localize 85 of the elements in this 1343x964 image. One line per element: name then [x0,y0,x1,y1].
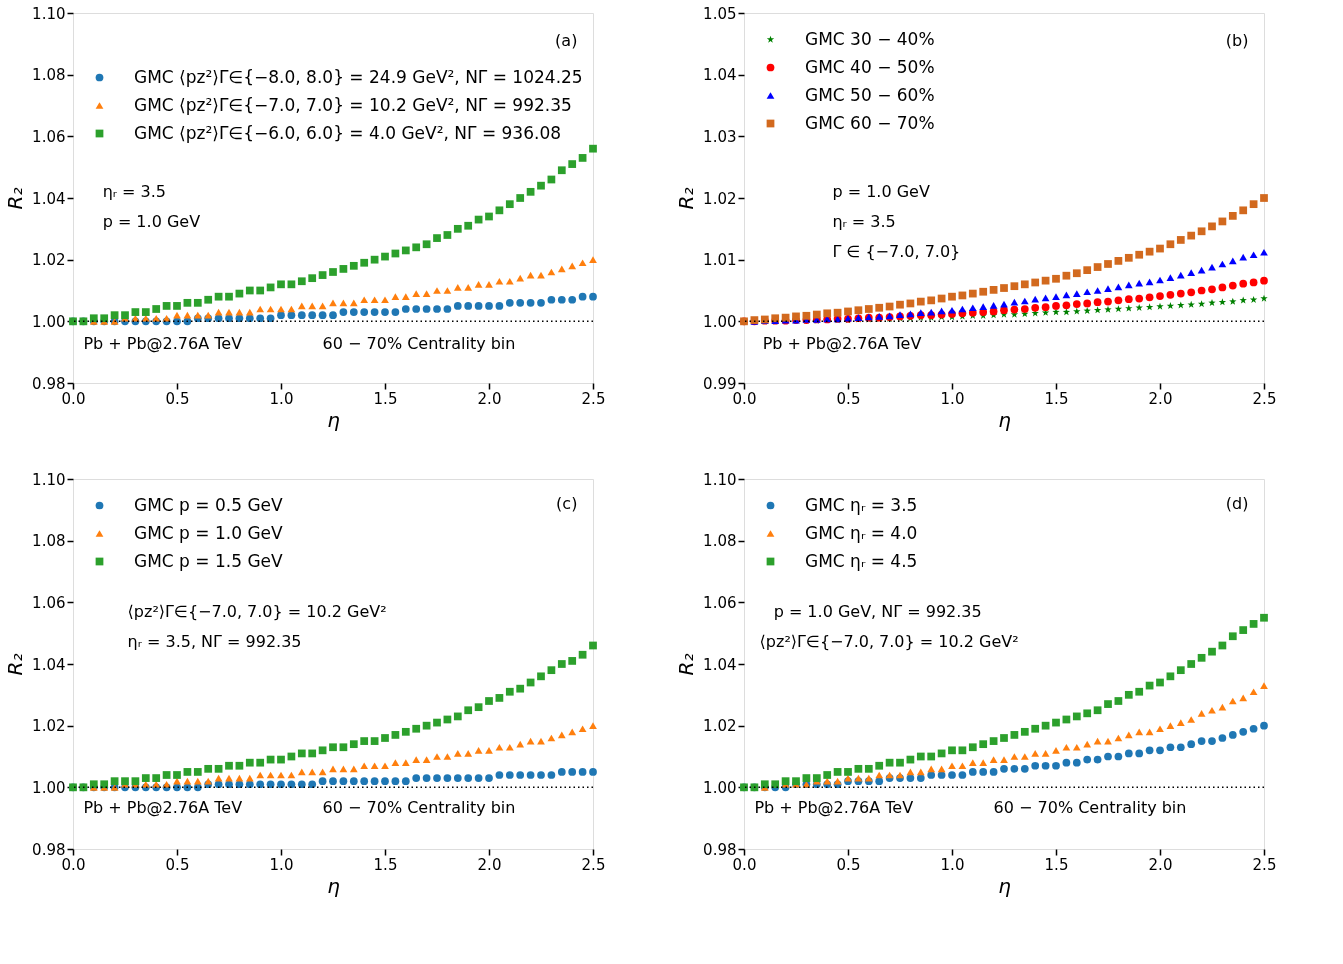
annotation: Pb + Pb@2.76A TeV [83,334,243,354]
y-tick-label: 1.02 [703,717,737,736]
annotation: Γ ∈ {−7.0, 7.0} [832,241,961,261]
annotation: (a) [555,30,578,50]
legend-label: GMC 50 − 60% [805,84,935,105]
x-tick-label: 2.5 [581,389,606,408]
annotation: Pb + Pb@2.76A TeV [762,334,922,354]
legend-label: GMC 40 − 50% [805,56,935,77]
y-tick-label: 1.10 [32,4,66,23]
annotation: p = 1.0 GeV [832,182,930,202]
y-axis-title: R₂ [3,187,28,210]
y-tick-label: 1.02 [32,251,66,270]
x-axis-title: η [998,407,1012,432]
y-tick-label: 1.00 [703,312,737,331]
legend-label: GMC ηᵣ = 4.5 [805,550,918,571]
x-tick-label: 2.0 [477,389,502,408]
legend-label: GMC ηᵣ = 4.0 [805,522,918,543]
annotation: Pb + Pb@2.76A TeV [83,798,243,818]
y-tick-label: 1.08 [703,532,737,551]
x-tick-label: 1.5 [373,855,398,874]
legend-label: GMC ⟨pz²⟩Γ∈{−7.0, 7.0} = 10.2 GeV², NΓ = 992.35 [134,94,572,115]
y-tick-label: 1.00 [32,312,66,331]
annotation: (c) [556,493,578,513]
x-tick-label: 1.0 [269,855,294,874]
annotation: Pb + Pb@2.76A TeV [754,798,914,818]
y-axis-title: R₂ [674,187,699,210]
x-tick-label: 2.5 [1252,389,1277,408]
annotation: p = 1.0 GeV, NΓ = 992.35 [773,602,982,622]
x-tick-label: 2.5 [581,855,606,874]
x-axis-title: η [998,873,1012,898]
x-tick-label: 2.0 [1148,389,1173,408]
y-tick-label: 1.01 [703,251,737,270]
annotation: p = 1.0 GeV [102,212,201,232]
annotation: ⟨pz²⟩Γ∈{−7.0, 7.0} = 10.2 GeV² [127,602,387,622]
y-tick-label: 1.04 [703,655,737,674]
x-tick-label: 0.5 [165,389,190,408]
legend-label: GMC ηᵣ = 3.5 [805,494,918,515]
annotation: 60 − 70% Centrality bin [322,334,516,354]
y-tick-label: 1.08 [32,532,66,551]
x-tick-label: 2.0 [1148,855,1173,874]
annotation: (d) [1225,493,1249,513]
y-tick-label: 1.05 [703,4,737,23]
y-tick-label: 1.04 [32,189,66,208]
x-tick-label: 1.5 [1044,855,1069,874]
x-tick-label: 2.0 [477,855,502,874]
x-axis-title: η [327,407,341,432]
y-tick-label: 1.00 [32,778,66,797]
legend-label: GMC p = 1.5 GeV [134,550,284,571]
y-tick-label: 1.00 [703,778,737,797]
y-tick-label: 1.10 [703,470,737,489]
x-tick-label: 1.0 [269,389,294,408]
y-tick-label: 1.10 [32,470,66,489]
annotation: ηᵣ = 3.5 [832,212,896,232]
x-tick-label: 1.0 [940,389,965,408]
x-tick-label: 1.0 [940,855,965,874]
y-axis-title: R₂ [674,653,699,676]
legend-label: GMC 60 − 70% [805,112,935,133]
legend-label: GMC 30 − 40% [805,28,935,49]
x-tick-label: 2.5 [1252,855,1277,874]
y-tick-label: 1.06 [703,593,737,612]
y-axis-title: R₂ [3,653,28,676]
y-tick-label: 1.02 [703,189,737,208]
annotation: ηᵣ = 3.5, NΓ = 992.35 [127,631,302,651]
x-tick-label: 0.5 [836,389,861,408]
annotation: (b) [1225,30,1249,50]
y-tick-label: 1.03 [703,127,737,146]
legend-label: GMC p = 0.5 GeV [134,494,284,515]
x-tick-label: 1.5 [373,389,398,408]
x-tick-label: 0.5 [165,855,190,874]
x-axis-title: η [327,873,341,898]
y-tick-label: 1.06 [32,127,66,146]
y-tick-label: 1.04 [32,655,66,674]
x-tick-label: 0.5 [836,855,861,874]
legend-label: GMC ⟨pz²⟩Γ∈{−8.0, 8.0} = 24.9 GeV², NΓ = 1024.25 [134,66,583,87]
x-tick-label: 1.5 [1044,389,1069,408]
annotation: ⟨pz²⟩Γ∈{−7.0, 7.0} = 10.2 GeV² [759,631,1019,651]
y-tick-label: 1.08 [32,66,66,85]
annotation: 60 − 70% Centrality bin [322,798,516,818]
annotation: ηᵣ = 3.5 [102,182,166,202]
legend-label: GMC p = 1.0 GeV [134,522,284,543]
y-tick-label: 1.04 [703,66,737,85]
annotation: 60 − 70% Centrality bin [993,798,1187,818]
y-tick-label: 1.06 [32,593,66,612]
legend-label: GMC ⟨pz²⟩Γ∈{−6.0, 6.0} = 4.0 GeV², NΓ = 936.08 [134,122,562,143]
y-tick-label: 1.02 [32,717,66,736]
